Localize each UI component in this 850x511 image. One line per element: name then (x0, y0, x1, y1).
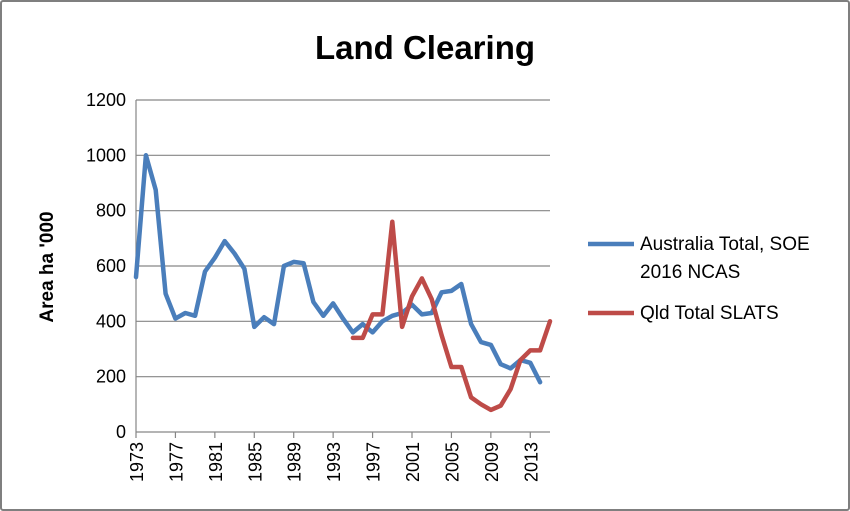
x-tick-label: 1993 (324, 442, 344, 482)
y-axis-label: Area ha '000 (37, 211, 58, 322)
series-line-1 (350, 219, 553, 413)
x-tick-label: 1997 (364, 442, 384, 482)
series-lines (133, 153, 553, 413)
y-tick-label: 600 (96, 256, 126, 276)
axes (135, 100, 550, 438)
x-tick-label: 1977 (166, 442, 186, 482)
y-tick-label: 1000 (86, 145, 126, 165)
legend: Australia Total, SOE 2016 NCAS Qld Total S… (588, 234, 810, 324)
x-tick-label: 2009 (482, 442, 502, 482)
legend-label-1: Qld Total SLATS (640, 303, 779, 324)
y-axis-tick-labels: 0 200 400 600 800 1000 1200 (86, 90, 126, 442)
y-tick-label: 800 (96, 201, 126, 221)
x-tick-label: 1985 (245, 442, 265, 482)
legend-label-0: Australia Total, SOE 2016 NCAS (640, 234, 810, 283)
y-tick-label: 0 (116, 422, 126, 442)
x-tick-label: 1981 (206, 442, 226, 482)
x-tick-label: 2013 (521, 442, 541, 482)
y-tick-label: 200 (96, 367, 126, 387)
gridlines (136, 99, 550, 378)
y-tick-label: 1200 (86, 90, 126, 110)
x-axis-tick-labels: 1973 1977 1981 1985 1989 1993 1997 2001 2005 2009… (127, 442, 541, 482)
y-tick-label: 400 (96, 311, 126, 331)
x-tick-label: 2005 (442, 442, 462, 482)
x-tick-label: 1973 (127, 442, 147, 482)
x-tick-label: 1989 (285, 442, 305, 482)
chart-title: Land Clearing (315, 29, 535, 66)
series-line-0 (133, 153, 543, 385)
x-tick-label: 2001 (403, 442, 423, 482)
